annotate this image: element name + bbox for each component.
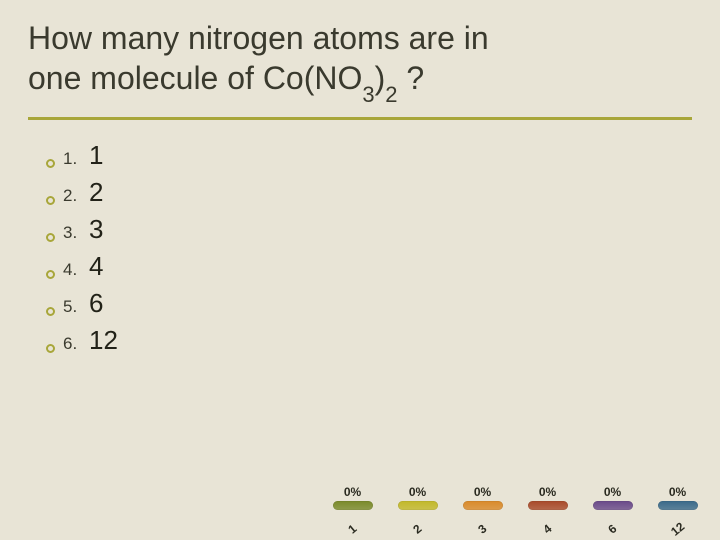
bar-label: 6 <box>605 521 619 536</box>
option-value: 12 <box>83 325 118 356</box>
bar-pill <box>463 501 503 510</box>
bar-label: 2 <box>410 521 424 536</box>
option-value: 6 <box>83 288 103 319</box>
option-numeral: 3. <box>63 223 83 243</box>
bar-percent: 0% <box>669 485 686 499</box>
bar-pill <box>333 501 373 510</box>
bar-column: 0% 1 <box>324 485 382 536</box>
bar-label: 3 <box>475 521 489 536</box>
option-numeral: 1. <box>63 149 83 169</box>
question-line2: one molecule of Co(NO3)2 ? <box>28 58 692 103</box>
bar-column: 0% 4 <box>519 485 577 536</box>
bullet-ring-icon <box>46 270 55 279</box>
bar-percent: 0% <box>474 485 491 499</box>
q-l2-post: ? <box>398 60 425 96</box>
option-row[interactable]: 3. 3 <box>46 214 720 245</box>
bullet-ring-icon <box>46 307 55 316</box>
option-row[interactable]: 1. 1 <box>46 140 720 171</box>
bar-label: 4 <box>540 521 554 536</box>
response-bar-chart: 0% 1 0% 2 0% 3 0% 4 0% 6 0% 12 <box>310 450 720 540</box>
option-numeral: 5. <box>63 297 83 317</box>
option-numeral: 2. <box>63 186 83 206</box>
bullet-ring-icon <box>46 196 55 205</box>
option-row[interactable]: 6. 12 <box>46 325 720 356</box>
option-value: 1 <box>83 140 103 171</box>
bar-pill <box>593 501 633 510</box>
bar-label: 12 <box>668 519 687 538</box>
option-row[interactable]: 2. 2 <box>46 177 720 208</box>
question-title: How many nitrogen atoms are in one molec… <box>0 0 720 111</box>
option-row[interactable]: 5. 6 <box>46 288 720 319</box>
option-value: 3 <box>83 214 103 245</box>
bar-percent: 0% <box>539 485 556 499</box>
q-l2-sub2: 2 <box>385 82 397 107</box>
bullet-ring-icon <box>46 159 55 168</box>
bar-column: 0% 12 <box>649 485 707 536</box>
bar-column: 0% 3 <box>454 485 512 536</box>
bar-column: 0% 2 <box>389 485 447 536</box>
bullet-ring-icon <box>46 344 55 353</box>
bar-percent: 0% <box>604 485 621 499</box>
bar-pill <box>528 501 568 510</box>
option-value: 4 <box>83 251 103 282</box>
q-l2-mid: ) <box>375 60 386 96</box>
bullet-ring-icon <box>46 233 55 242</box>
q-l2-sub1: 3 <box>362 82 374 107</box>
bar-label: 1 <box>345 521 359 536</box>
bar-column: 0% 6 <box>584 485 642 536</box>
answer-options: 1. 1 2. 2 3. 3 4. 4 5. 6 6. 12 <box>0 120 720 356</box>
option-numeral: 6. <box>63 334 83 354</box>
bar-percent: 0% <box>409 485 426 499</box>
q-l2-pre: one molecule of Co(NO <box>28 60 362 96</box>
bar-pill <box>398 501 438 510</box>
option-row[interactable]: 4. 4 <box>46 251 720 282</box>
question-line1: How many nitrogen atoms are in <box>28 18 692 58</box>
bar-percent: 0% <box>344 485 361 499</box>
bar-pill <box>658 501 698 510</box>
option-numeral: 4. <box>63 260 83 280</box>
option-value: 2 <box>83 177 103 208</box>
